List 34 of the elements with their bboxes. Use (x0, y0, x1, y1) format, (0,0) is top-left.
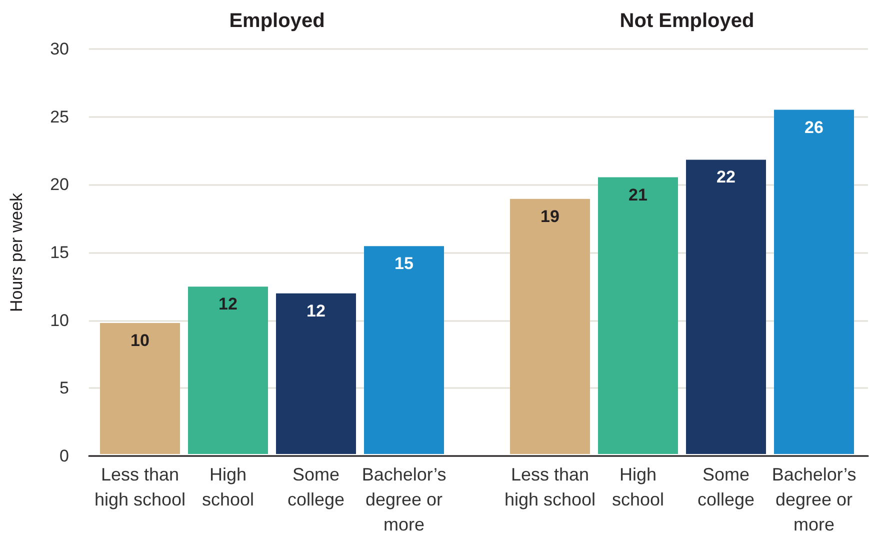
y-tick-label: 0 (60, 446, 69, 466)
bar (188, 286, 268, 454)
bar (774, 110, 854, 454)
y-tick-label: 25 (50, 107, 69, 126)
bar (686, 160, 766, 454)
y-tick-label: 30 (50, 40, 69, 58)
x-tick-label: Some college (697, 464, 755, 510)
x-tick-label: Less than high school (504, 464, 596, 510)
y-axis-title: Hours per week (7, 192, 26, 312)
y-tick-label: 15 (50, 243, 69, 262)
x-tick-label: Bachelor’s degree or more (362, 464, 446, 534)
bar (510, 198, 590, 454)
bar (598, 177, 678, 454)
data-label: 15 (394, 254, 414, 274)
y-tick-label: 10 (50, 310, 69, 330)
x-tick-label: High school (202, 464, 254, 510)
chart-title: Not Employed (620, 10, 754, 32)
x-tick-label: High school (612, 464, 664, 510)
y-tick-label: 20 (50, 175, 69, 194)
x-tick-label: Bachelor’s degree or more (772, 464, 856, 534)
data-label: 22 (716, 168, 736, 187)
y-tick-label: 5 (60, 378, 69, 398)
chart-title: Employed (229, 10, 325, 32)
data-label: 26 (804, 118, 824, 137)
x-tick-label: Less than high school (94, 464, 186, 510)
data-label: 12 (306, 301, 326, 320)
bar (276, 293, 356, 454)
data-label: 10 (130, 331, 150, 350)
data-label: 19 (540, 206, 560, 226)
data-label: 12 (218, 294, 238, 314)
x-tick-label: Some college (287, 464, 345, 510)
data-label: 21 (628, 185, 648, 204)
bar (100, 323, 180, 454)
bar (364, 246, 444, 454)
